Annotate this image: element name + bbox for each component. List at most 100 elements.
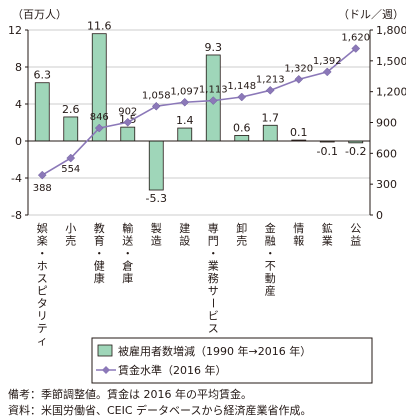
wage-value-label: 902 [118,106,137,117]
category-label-char: 建 [179,221,190,235]
bar [63,116,79,142]
bar-value-label: -5.3 [146,192,167,205]
wage-value-label: 846 [90,112,109,123]
category-label-char: 産 [265,285,276,298]
bar-value-label: 0.1 [290,126,308,139]
bar-value-label: 0.6 [233,121,251,134]
wage-value-label: 1,392 [313,56,342,67]
category-label-char: 門 [208,235,219,248]
wage-point [265,85,275,95]
wage-point [237,92,247,102]
wage-point [322,67,332,77]
bar-value-label: 2.6 [62,103,80,116]
category-label-char: リ [37,310,48,323]
right-axis-unit: （ドル／週） [338,8,404,21]
category-label-char: 売 [65,235,76,248]
category-label-char: 情 [293,222,304,235]
wage-point [66,153,76,163]
wage-point [151,101,161,111]
category-label-char: 業 [208,260,219,273]
right-tick-label: 900 [376,117,397,130]
category-label-char: 送 [122,234,133,248]
category-label-char: ・ [265,247,276,260]
legend-label-line: 賃金水準（2016 年） [118,363,227,377]
left-tick-label: 0 [15,135,22,148]
category-label-char: 教 [94,222,105,235]
wage-value-label: 554 [61,164,80,175]
category-label-char: ス [208,322,219,335]
category-label-char: 娯 [37,221,48,235]
wage-point [351,44,361,53]
category-label-char: 造 [151,234,162,248]
bar-value-label: 1.4 [176,114,194,127]
category-label-char: 鉱 [322,221,333,235]
wage-point [94,123,104,133]
bar [120,126,136,142]
footnote-remarks: 備考：季節調整値。賃金は 2016 年の平均賃金。 [8,388,252,401]
category-label-char: ピ [37,285,48,298]
category-label-char: 業 [322,235,333,248]
left-axis-unit: （百万人） [12,8,67,21]
wage-value-label: 1,148 [227,81,256,92]
wage-point [37,170,47,180]
category-label-char: 育 [94,234,105,248]
bar-value-label: -0.1 [317,145,338,158]
bar-value-label: 11.6 [87,20,112,33]
category-label-char: 売 [236,235,247,248]
wage-value-label: 388 [33,183,52,194]
category-label-char: 報 [293,235,304,248]
category-label-char: ・ [208,247,219,260]
wage-value-label: 1,058 [142,90,171,101]
left-tick-label: -4 [11,172,22,185]
bar [148,140,164,191]
bar-value-label: 6.3 [34,69,52,82]
category-label-char: ー [206,298,219,309]
right-tick-label: 600 [376,147,397,160]
category-label-char: 小 [65,222,76,235]
left-tick-label: 12 [8,24,22,37]
bar [262,124,278,142]
category-label-char: タ [37,297,48,310]
category-label-char: 動 [265,271,276,285]
category-label-char: 益 [350,234,361,248]
category-label-char: ビ [208,310,219,323]
bar-value-label: -0.2 [345,145,366,158]
legend-box [91,337,373,384]
bar [234,135,250,142]
footnote-source: 資料：米国労働省、CEIC データベースから経済産業省作成。 [8,404,312,417]
wage-point [123,117,133,127]
category-label-char: 卸 [236,221,247,235]
legend-swatch-bar [97,344,113,357]
category-label-char: 金 [265,221,276,235]
category-label-char: 倉 [122,259,133,273]
category-label-char: ィ [37,335,48,348]
wage-value-label: 1,620 [341,33,370,44]
category-label-char: ・ [37,247,48,260]
category-label-char: ・ [122,247,133,260]
category-label-char: 務 [208,271,219,285]
right-tick-label: 1,500 [376,55,406,68]
category-label-char: ス [37,272,48,285]
category-label-char: 庫 [122,271,133,285]
category-label-char: ホ [37,260,48,273]
bar [177,127,193,142]
category-label-char: テ [37,322,48,335]
right-tick-label: 1,200 [376,86,406,99]
category-label-char: サ [208,285,219,298]
wage-line [41,47,357,176]
legend-label-bar: 被雇用者数増減（1990 年→2016 年） [118,344,311,358]
wage-value-label: 1,320 [284,63,313,74]
category-label-char: 不 [265,260,276,273]
left-tick-label: -8 [11,209,22,222]
category-label-char: ・ [94,247,105,260]
wage-value-label: 1,097 [170,86,199,97]
category-label-char: 設 [179,234,190,248]
left-tick-label: 8 [15,61,22,74]
bar [34,82,50,142]
right-tick-label: 0 [376,209,383,222]
wage-point [208,96,218,105]
category-label-char: 製 [151,221,162,235]
wage-value-label: 1,213 [256,74,285,85]
category-label-char: 公 [350,222,361,235]
